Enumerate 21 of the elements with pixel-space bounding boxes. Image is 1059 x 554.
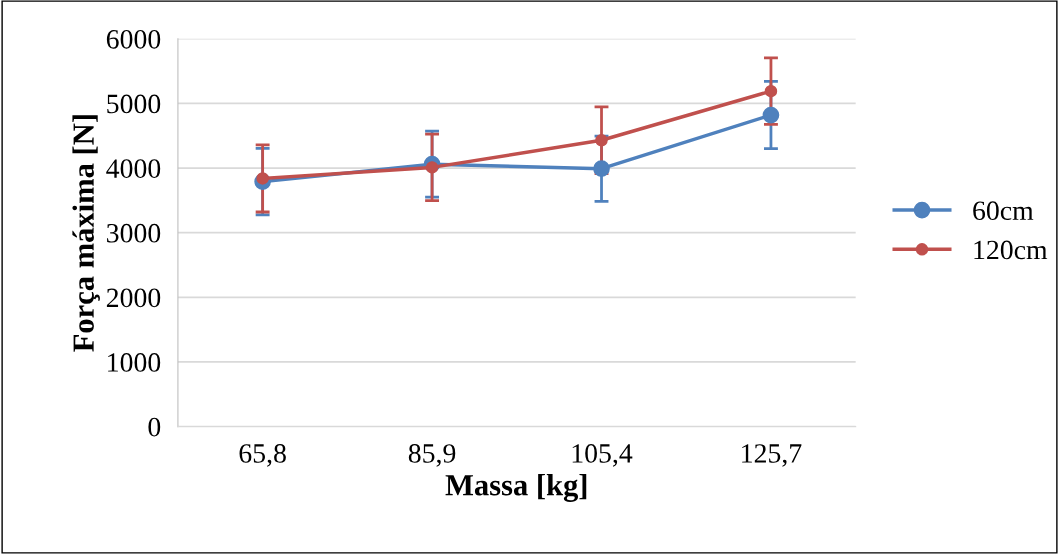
point [764,84,778,98]
x-tick-label: 85,9 [408,444,456,467]
x-tick-label: 65,8 [239,444,286,467]
point [425,161,439,174]
point [256,172,269,185]
legend-label: 120cm [974,240,1048,260]
y-tick-label: 5000 [107,94,161,114]
point [593,160,610,178]
y-tick-label: 3000 [107,223,161,243]
y-tick-label: 2000 [106,288,161,308]
y-tick-label: 1000 [108,353,161,372]
y-tick-label: 4000 [106,159,161,178]
legend-label: 60cm [973,201,1034,221]
x-axis-title: Massa [kg] [445,473,587,502]
x-tick-label: 125,7 [742,444,802,467]
y-tick-label: 0 [148,417,161,437]
y-axis-title: Força máxima [N] [72,115,100,352]
point [595,134,608,147]
x-tick-label: 105,4 [572,444,633,467]
y-tick-label: 6000 [106,29,161,49]
point [762,106,780,124]
